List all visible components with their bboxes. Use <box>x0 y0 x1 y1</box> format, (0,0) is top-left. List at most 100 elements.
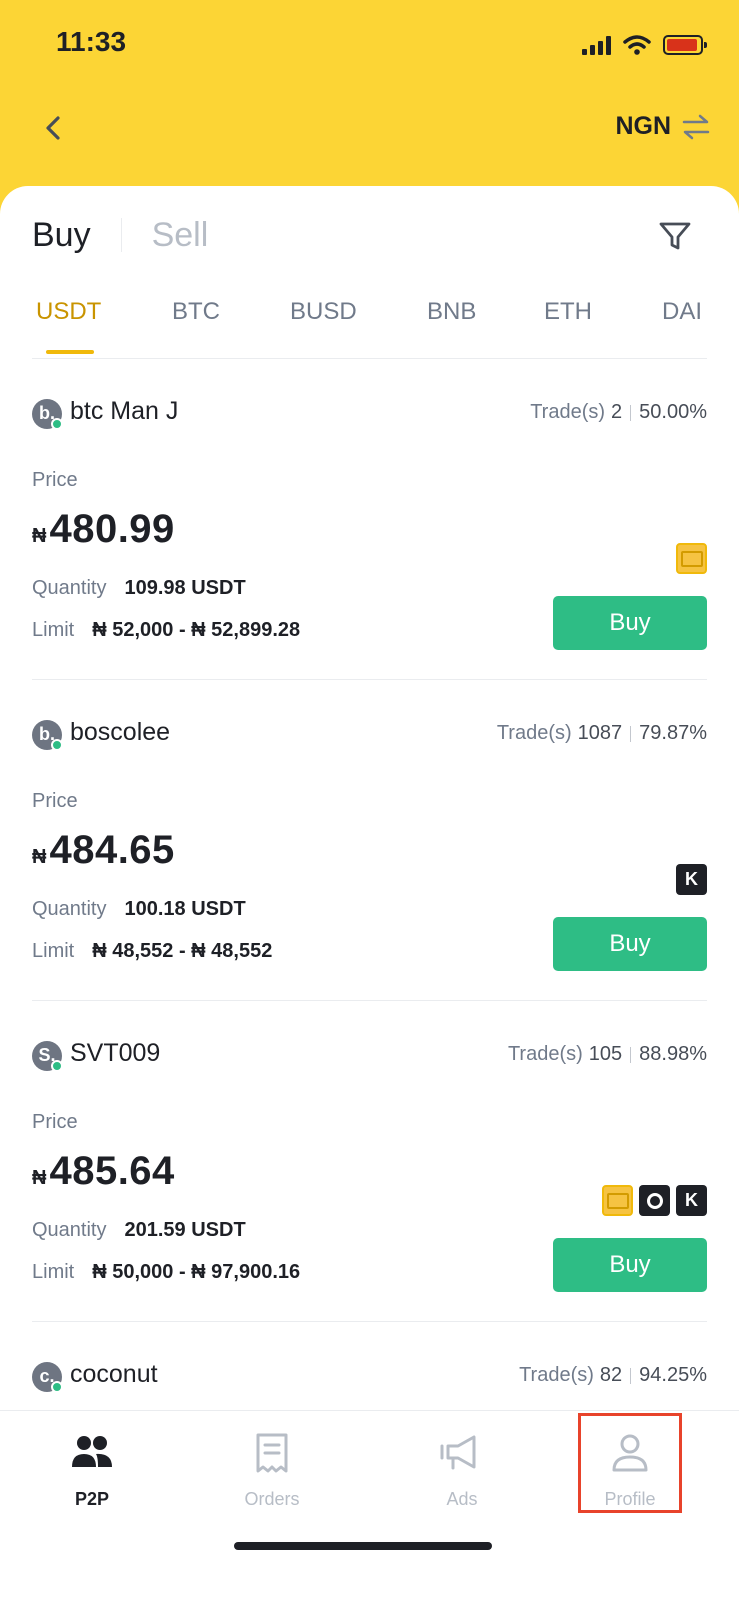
wifi-icon <box>623 35 651 55</box>
limit-row: Limit ₦ 50,000 - ₦ 97,900.16 <box>32 1261 300 1284</box>
kuda-icon: K <box>676 864 707 895</box>
trade-stats: Trade(s) 105 88.98% <box>508 1043 707 1066</box>
users-icon <box>72 1436 112 1467</box>
person-icon <box>612 1434 648 1472</box>
offer-item: b. btc Man J Trade(s) 2 50.00% Price ₦ 4… <box>32 359 707 680</box>
buy-button[interactable]: Buy <box>553 1238 707 1292</box>
trade-stats: Trade(s) 2 50.00% <box>530 401 707 424</box>
cellular-signal-icon <box>582 35 611 55</box>
quantity-row: Quantity 100.18 USDT <box>32 898 246 921</box>
avatar: b. <box>32 720 63 751</box>
offer-list: b. btc Man J Trade(s) 2 50.00% Price ₦ 4… <box>32 359 707 1422</box>
status-bar: 11:33 <box>0 0 739 92</box>
nav-bar: NGN <box>0 92 739 172</box>
price-label: Price <box>32 1111 78 1133</box>
battery-icon <box>663 35 707 55</box>
limit-row: Limit ₦ 48,552 - ₦ 48,552 <box>32 940 272 963</box>
nav-p2p[interactable]: P2P <box>22 1411 162 1521</box>
trades-label: Trade(s) <box>507 1043 583 1065</box>
limit-row: Limit ₦ 52,000 - ₦ 52,899.28 <box>32 619 300 642</box>
tab-usdt[interactable]: USDT <box>36 298 102 325</box>
quantity-row: Quantity 201.59 USDT <box>32 1219 246 1242</box>
merchant-name[interactable]: boscolee <box>70 718 171 746</box>
tabs-divider <box>32 358 707 359</box>
tab-btc[interactable]: BTC <box>172 298 220 325</box>
currency-switcher[interactable]: NGN <box>615 112 711 141</box>
merchant-name[interactable]: btc Man J <box>70 397 179 425</box>
megaphone-icon <box>440 1435 476 1470</box>
chipper-icon <box>639 1185 670 1216</box>
price-label: Price <box>32 790 78 812</box>
stats-divider <box>630 1367 632 1384</box>
trade-stats: Trade(s) 82 94.25% <box>519 1364 707 1387</box>
avatar: c. <box>32 1362 63 1393</box>
naira-symbol: ₦ <box>32 846 47 868</box>
trades-label: Trade(s) <box>530 401 606 423</box>
active-tab-indicator <box>46 350 94 354</box>
price-value: 480.99 <box>49 507 175 551</box>
tab-sell[interactable]: Sell <box>151 215 209 254</box>
stats-divider <box>630 404 632 421</box>
bank-card-icon <box>676 543 707 574</box>
buy-button[interactable]: Buy <box>553 596 707 650</box>
limit-label: Limit <box>32 619 75 641</box>
price: ₦ 484.65 <box>32 828 175 873</box>
buy-button[interactable]: Buy <box>553 917 707 971</box>
trades-label: Trade(s) <box>519 1364 594 1386</box>
back-icon[interactable] <box>34 108 74 148</box>
offer-item: c. coconut Trade(s) 82 94.25% <box>32 1322 707 1422</box>
filter-icon[interactable] <box>657 218 693 254</box>
nav-profile[interactable]: Profile <box>560 1411 700 1521</box>
tab-busd[interactable]: BUSD <box>290 298 357 325</box>
tab-eth[interactable]: ETH <box>544 298 592 325</box>
merchant-name[interactable]: coconut <box>70 1360 158 1388</box>
trade-stats: Trade(s) 1087 79.87% <box>497 722 707 745</box>
limit-label: Limit <box>32 940 75 962</box>
tab-bnb[interactable]: BNB <box>427 298 477 325</box>
tab-dai[interactable]: DAI <box>662 298 703 325</box>
completion-rate: 94.25% <box>639 1364 707 1386</box>
status-icons <box>582 34 707 56</box>
nav-ads[interactable]: Ads <box>392 1411 532 1521</box>
avatar: b. <box>32 399 63 430</box>
naira-symbol: ₦ <box>32 1167 47 1189</box>
tab-divider <box>120 218 122 252</box>
profile-highlight-box <box>578 1413 682 1513</box>
asset-tabs: USDT BTC BUSD BNB ETH DAI <box>0 282 739 358</box>
nav-orders[interactable]: Orders <box>202 1411 342 1521</box>
limit-label: Limit <box>32 1261 75 1283</box>
offer-item: S. SVT009 Trade(s) 105 88.98% Price ₦ 48… <box>32 1001 707 1322</box>
nav-label: P2P <box>74 1489 110 1509</box>
price-value: 485.64 <box>49 1149 175 1193</box>
completion-rate: 50.00% <box>639 401 707 423</box>
limit-value: ₦ 50,000 - ₦ 97,900.16 <box>92 1261 301 1283</box>
online-dot <box>51 1060 63 1072</box>
trades-count: 82 <box>599 1364 623 1386</box>
trades-count: 105 <box>588 1043 623 1065</box>
trades-count: 1087 <box>577 722 623 744</box>
trades-label: Trade(s) <box>496 722 572 744</box>
quantity-row: Quantity 109.98 USDT <box>32 577 246 600</box>
nav-label: Profile <box>604 1489 656 1509</box>
merchant-name[interactable]: SVT009 <box>70 1039 161 1067</box>
online-dot <box>51 739 63 751</box>
payment-methods: K <box>676 864 707 895</box>
trade-side-tabs: Buy Sell <box>32 210 208 260</box>
nav-label: Orders <box>244 1489 300 1509</box>
price-value: 484.65 <box>49 828 175 872</box>
swap-arrows-icon <box>682 114 710 139</box>
stats-divider <box>630 725 632 742</box>
price: ₦ 480.99 <box>32 507 175 552</box>
quantity-value: 109.98 USDT <box>124 577 246 599</box>
quantity-label: Quantity <box>32 577 107 599</box>
avatar: S. <box>32 1041 63 1072</box>
nav-label: Ads <box>446 1489 478 1509</box>
price-label: Price <box>32 469 78 491</box>
quantity-label: Quantity <box>32 898 107 920</box>
home-indicator <box>234 1542 492 1550</box>
naira-symbol: ₦ <box>32 525 47 547</box>
quantity-value: 201.59 USDT <box>124 1219 246 1241</box>
currency-label: NGN <box>615 112 671 140</box>
payment-methods <box>676 543 707 574</box>
tab-buy[interactable]: Buy <box>32 215 91 254</box>
